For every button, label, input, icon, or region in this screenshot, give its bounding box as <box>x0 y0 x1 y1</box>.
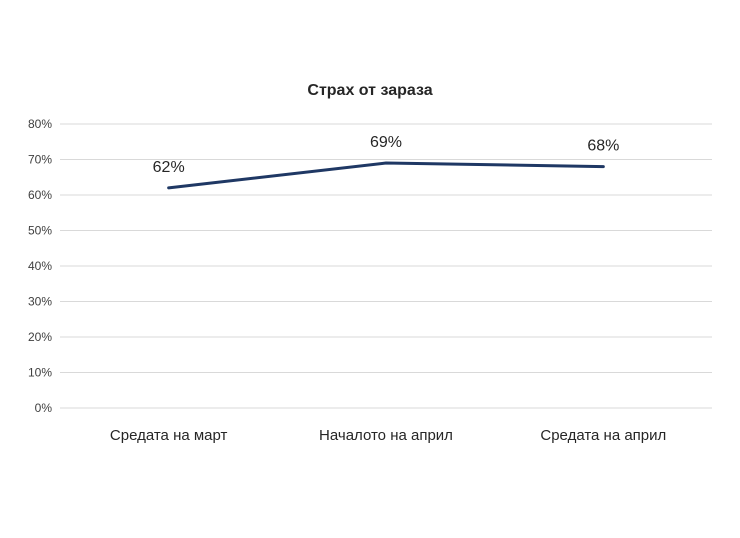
chart-title: Страх от зараза <box>307 82 433 99</box>
y-axis-tick-label: 80% <box>28 117 52 131</box>
y-axis-tick-label: 70% <box>28 153 52 167</box>
y-axis-tick-label: 60% <box>28 188 52 202</box>
y-axis-tick-label: 40% <box>28 259 52 273</box>
x-axis-category-label: Средата на април <box>540 427 666 444</box>
series-line <box>167 161 605 190</box>
y-axis-tick-label: 0% <box>35 401 53 415</box>
x-axis-category-label: Началото на април <box>319 427 453 444</box>
y-axis-tick-label: 10% <box>28 366 52 380</box>
data-label: 69% <box>370 134 402 151</box>
y-axis-tick-label: 50% <box>28 224 52 238</box>
data-label: 68% <box>587 138 619 155</box>
y-axis-tick-label: 20% <box>28 330 52 344</box>
data-label: 62% <box>153 159 185 176</box>
x-axis-category-label: Средата на март <box>110 427 228 444</box>
y-axis-tick-label: 30% <box>28 295 52 309</box>
